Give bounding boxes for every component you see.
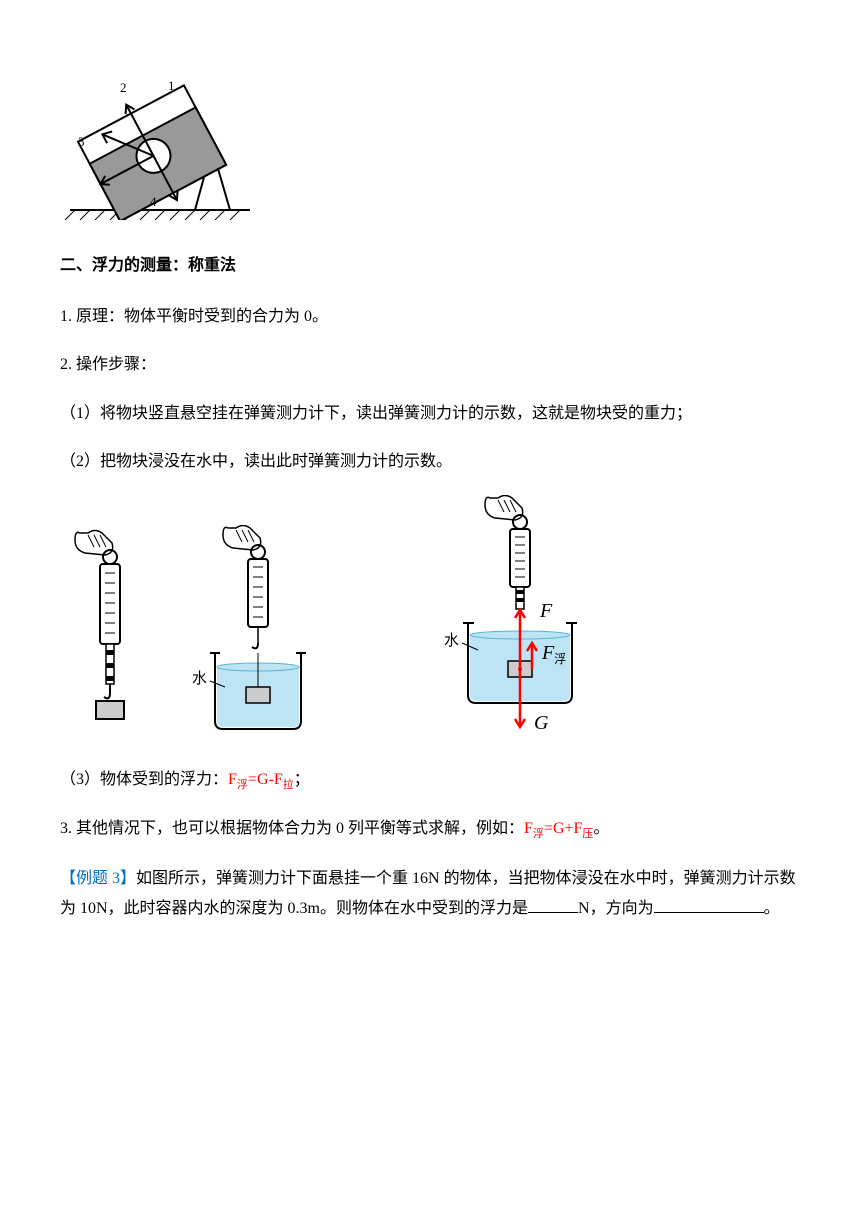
figure-water: 水 (180, 525, 330, 735)
figure-air (60, 525, 160, 735)
example-label: 【例题 3】 (60, 870, 136, 887)
blank-2 (654, 896, 764, 913)
step-2: （2）把物块浸没在水中，读出此时弹簧测力计的示数。 (60, 447, 800, 477)
arrow-label-2: 2 (120, 80, 127, 95)
figure-forces: F F浮 G 水 (430, 495, 630, 735)
step-3: （3）物体受到的浮力：F浮=G-F拉； (60, 765, 800, 796)
step-1: （1）将物块竖直悬空挂在弹簧测力计下，读出弹簧测力计的示数，这就是物块受的重力； (60, 399, 800, 429)
example-3: 【例题 3】如图所示，弹簧测力计下面悬挂一个重 16N 的物体，当把物体浸没在水… (60, 864, 800, 925)
item-1: 1. 原理：物体平衡时受到的合力为 0。 (60, 302, 800, 332)
water-label-1: 水 (192, 670, 207, 687)
force-F: F (539, 600, 553, 622)
force-G: G (534, 712, 549, 734)
arrow-label-1: 1 (168, 78, 175, 93)
item-3: 3. 其他情况下，也可以根据物体合力为 0 列平衡等式求解，例如：F浮=G+F压… (60, 814, 800, 845)
incline-figure: 1 2 3 4 (60, 60, 800, 231)
blank-1 (528, 896, 578, 913)
arrow-label-3: 3 (78, 134, 85, 149)
item-2: 2. 操作步骤： (60, 350, 800, 380)
spring-balance-figures: 水 (60, 495, 800, 735)
section-title: 二、浮力的测量：称重法 (60, 251, 800, 281)
arrow-label-4: 4 (150, 194, 157, 209)
water-label-2: 水 (444, 632, 459, 649)
